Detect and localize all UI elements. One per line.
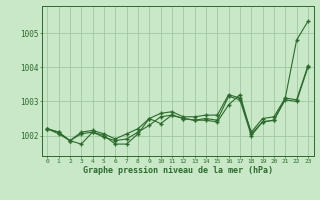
X-axis label: Graphe pression niveau de la mer (hPa): Graphe pression niveau de la mer (hPa) [83, 166, 273, 175]
